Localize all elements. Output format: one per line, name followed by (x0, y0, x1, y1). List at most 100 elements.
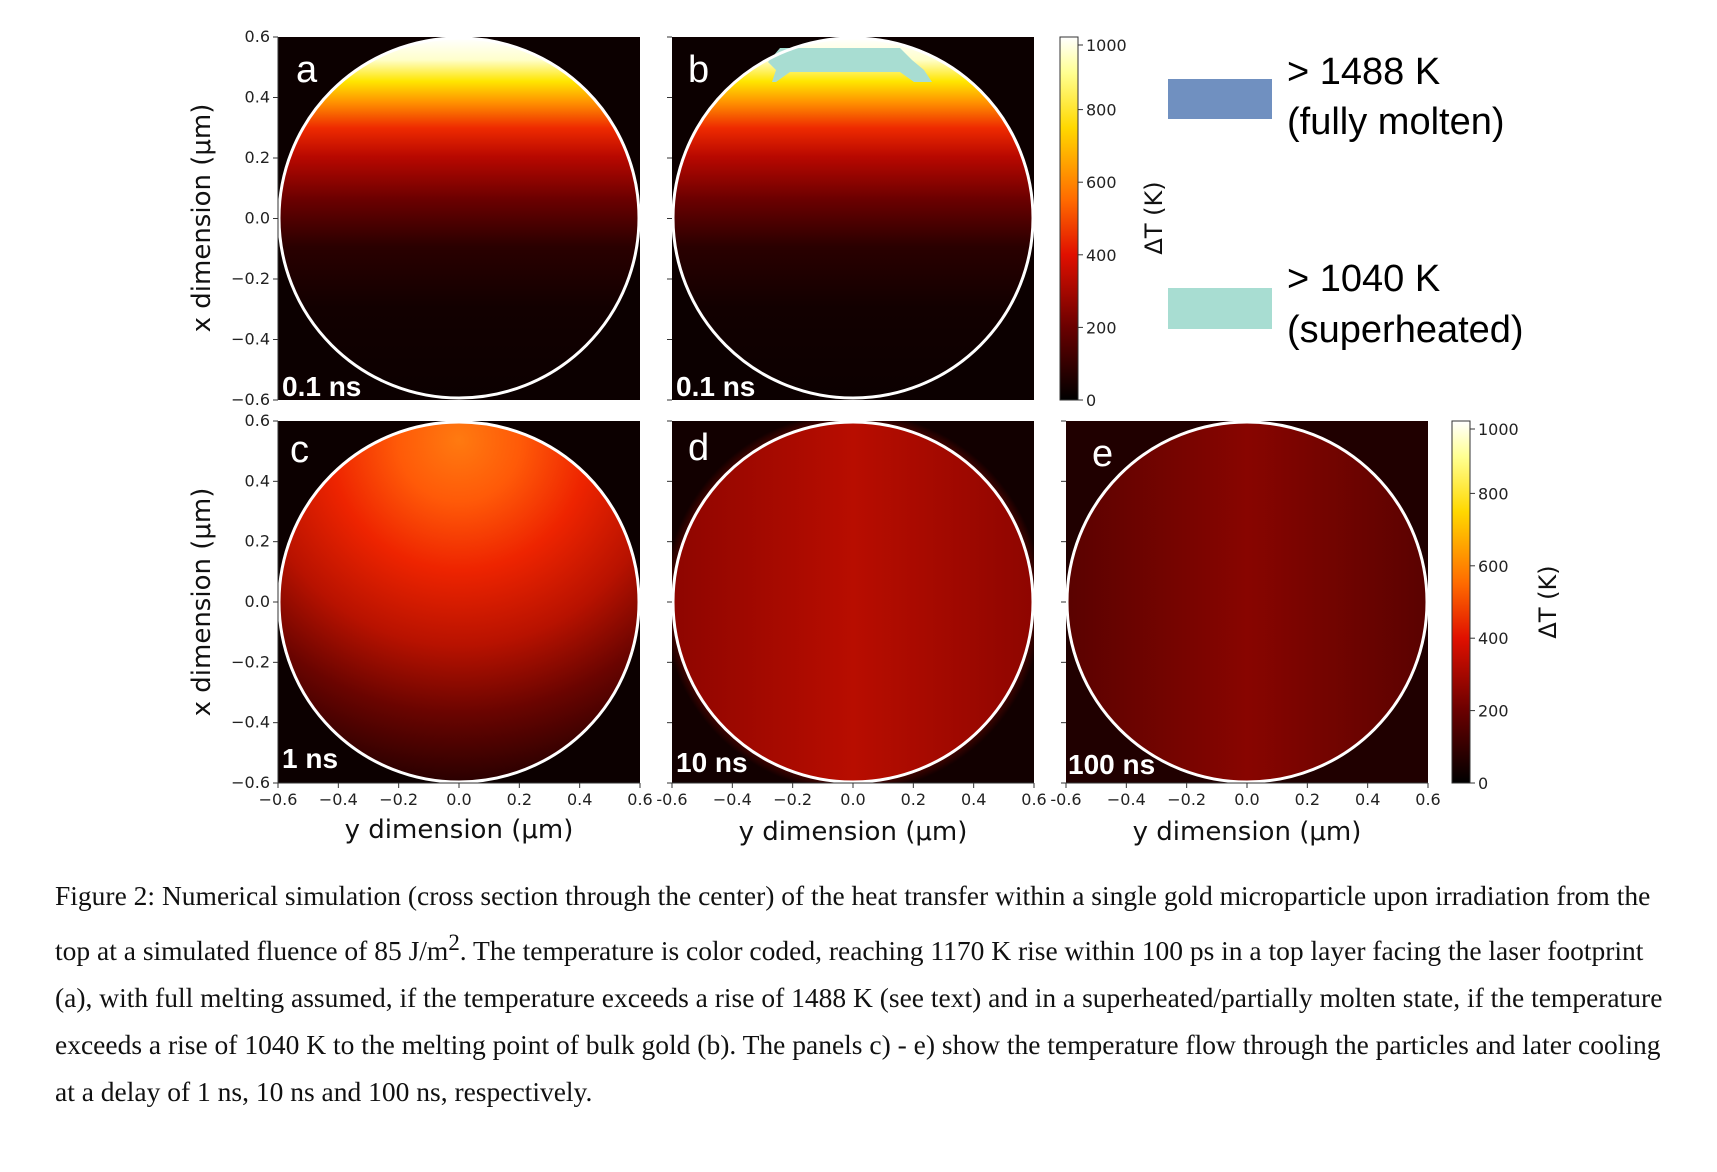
colorbar-tick-label: 600 (1478, 557, 1509, 576)
x-axis-e: -0.6 −0.4 −0.2 0.0 0.2 0.4 0.6 y dimension (μm… (1050, 782, 1441, 847)
figure: a 0.1 ns b 0.1 ns c 1 ns d 10 ns (187, 27, 1562, 847)
x-tick-label: −0.4 (713, 790, 752, 809)
legend: > 1488 K (fully molten) > 1040 K (superh… (1168, 51, 1524, 351)
y-tick-label: −0.4 (231, 713, 270, 732)
x-tick-label: −0.4 (1107, 790, 1146, 809)
y-tick-label: 0.2 (245, 532, 270, 551)
y-tick-label: −0.2 (231, 269, 270, 288)
figure-caption: Figure 2: Numerical simulation (cross se… (55, 872, 1685, 1115)
caption-superscript: 2 (448, 930, 460, 955)
x-tick-label: 0.4 (567, 790, 592, 809)
x-tick-label: 0.2 (507, 790, 532, 809)
panel-a-heatmap (279, 38, 639, 398)
colorbar-label: ΔT (K) (1140, 181, 1168, 254)
legend-line1: > 1040 K (1287, 258, 1440, 300)
x-tick-label: −0.2 (379, 790, 418, 809)
y-tick-label: 0.4 (245, 471, 270, 490)
x-axis-c: −0.6 −0.4 −0.2 0.0 0.2 0.4 0.6 y dimension (μm… (259, 782, 653, 845)
superheated-region (768, 48, 932, 82)
time-label: 0.1 ns (282, 371, 361, 402)
y-tick-label: 0.6 (245, 27, 270, 46)
y-axis-row2: 0.6 0.4 0.2 0.0 −0.2 −0.4 −0.6 x dimension (μm… (187, 411, 279, 792)
y-tick-label: 0.0 (245, 209, 270, 228)
colorbar-bottom: 1000 800 600 400 200 0 ΔT (K) (1451, 420, 1562, 793)
x-axis-label: y dimension (μm) (739, 817, 968, 847)
time-label: 10 ns (676, 747, 748, 778)
panel-c: c 1 ns (277, 420, 641, 784)
particle-outline (671, 420, 1035, 784)
panel-a: a 0.1 ns (277, 36, 641, 402)
panel-b-heatmap (673, 38, 1033, 398)
panel-letter: e (1092, 433, 1113, 475)
y-axis-label: x dimension (μm) (187, 488, 217, 717)
time-label: 0.1 ns (676, 371, 755, 402)
y-tick-label: 0.2 (245, 148, 270, 167)
panel-letter: b (688, 49, 709, 91)
colorbar-tick-label: 0 (1086, 391, 1096, 410)
colorbar-tick-label: 600 (1086, 173, 1117, 192)
x-tick-label: 0.0 (840, 790, 865, 809)
colorbar-gradient (1059, 36, 1079, 401)
panel-letter: c (290, 429, 309, 471)
legend-swatch (1168, 79, 1272, 119)
x-tick-label: 0.6 (1415, 790, 1440, 809)
colorbar-tick-label: 800 (1478, 484, 1509, 503)
caption-prefix: Figure 2: Numerical simulation (cross se… (55, 880, 1651, 967)
colorbar-tick-label: 200 (1086, 318, 1117, 337)
legend-line2: (superheated) (1287, 309, 1524, 351)
x-tick-label: 0.0 (1234, 790, 1259, 809)
time-label: 100 ns (1068, 749, 1155, 780)
legend-swatch (1168, 288, 1272, 329)
x-tick-label: 0.4 (1355, 790, 1380, 809)
panel-e-heatmap (1067, 422, 1427, 782)
x-tick-label: 0.6 (1021, 790, 1046, 809)
x-tick-label: 0.0 (446, 790, 471, 809)
y-axis-label: x dimension (μm) (187, 104, 217, 333)
colorbar-tick-label: 800 (1086, 101, 1117, 120)
colorbar-tick-label: 1000 (1478, 420, 1519, 439)
x-tick-label: −0.4 (319, 790, 358, 809)
colorbar-top: 1000 800 600 400 200 0 ΔT (K) (1059, 36, 1168, 410)
panel-e: e 100 ns (1065, 420, 1429, 784)
legend-line2: (fully molten) (1287, 101, 1505, 143)
x-tick-label: −0.6 (259, 790, 298, 809)
panel-d: d 10 ns (671, 420, 1035, 784)
y-tick-label: 0.6 (245, 411, 270, 430)
colorbar-tick-label: 400 (1478, 629, 1509, 648)
x-axis-d: -0.6 −0.4 −0.2 0.0 0.2 0.4 0.6 y dimension (μm… (656, 782, 1047, 847)
particle-outline (671, 36, 1035, 400)
legend-item-superheated: > 1040 K (superheated) (1168, 258, 1524, 351)
panel-c-heatmap (279, 422, 639, 782)
x-tick-label: -0.6 (656, 790, 687, 809)
x-axis-label: y dimension (μm) (345, 815, 574, 845)
y-tick-label: −0.2 (231, 652, 270, 671)
x-axis-label: y dimension (μm) (1133, 817, 1362, 847)
panel-b: b 0.1 ns (671, 36, 1035, 402)
panel-letter: d (688, 427, 709, 469)
colorbar-label: ΔT (K) (1534, 565, 1562, 638)
legend-item-fully-molten: > 1488 K (fully molten) (1168, 51, 1505, 143)
x-tick-label: −0.2 (1167, 790, 1206, 809)
y-tick-label: −0.6 (231, 773, 270, 792)
y-axis-row1: 0.6 0.4 0.2 0.0 −0.2 −0.4 −0.6 x dimension (μm… (187, 27, 279, 409)
panel-d-heatmap (673, 422, 1033, 782)
x-tick-label: 0.4 (961, 790, 986, 809)
colorbar-gradient (1451, 420, 1471, 784)
x-tick-label: -0.6 (1050, 790, 1081, 809)
x-tick-label: 0.2 (901, 790, 926, 809)
colorbar-tick-label: 200 (1478, 702, 1509, 721)
colorbar-tick-label: 400 (1086, 246, 1117, 265)
x-tick-label: 0.6 (627, 790, 652, 809)
y-tick-label: −0.4 (231, 330, 270, 349)
colorbar-tick-label: 0 (1478, 774, 1488, 793)
caption-suffix: . The temperature is color coded, reachi… (55, 935, 1663, 1108)
time-label: 1 ns (282, 743, 338, 774)
panel-letter: a (296, 49, 318, 91)
particle-outline (277, 36, 641, 400)
y-tick-label: −0.6 (231, 390, 270, 409)
x-tick-label: 0.2 (1295, 790, 1320, 809)
colorbar-tick-label: 1000 (1086, 36, 1127, 55)
legend-line1: > 1488 K (1287, 51, 1440, 93)
particle-outline (277, 420, 641, 784)
x-tick-label: −0.2 (773, 790, 812, 809)
